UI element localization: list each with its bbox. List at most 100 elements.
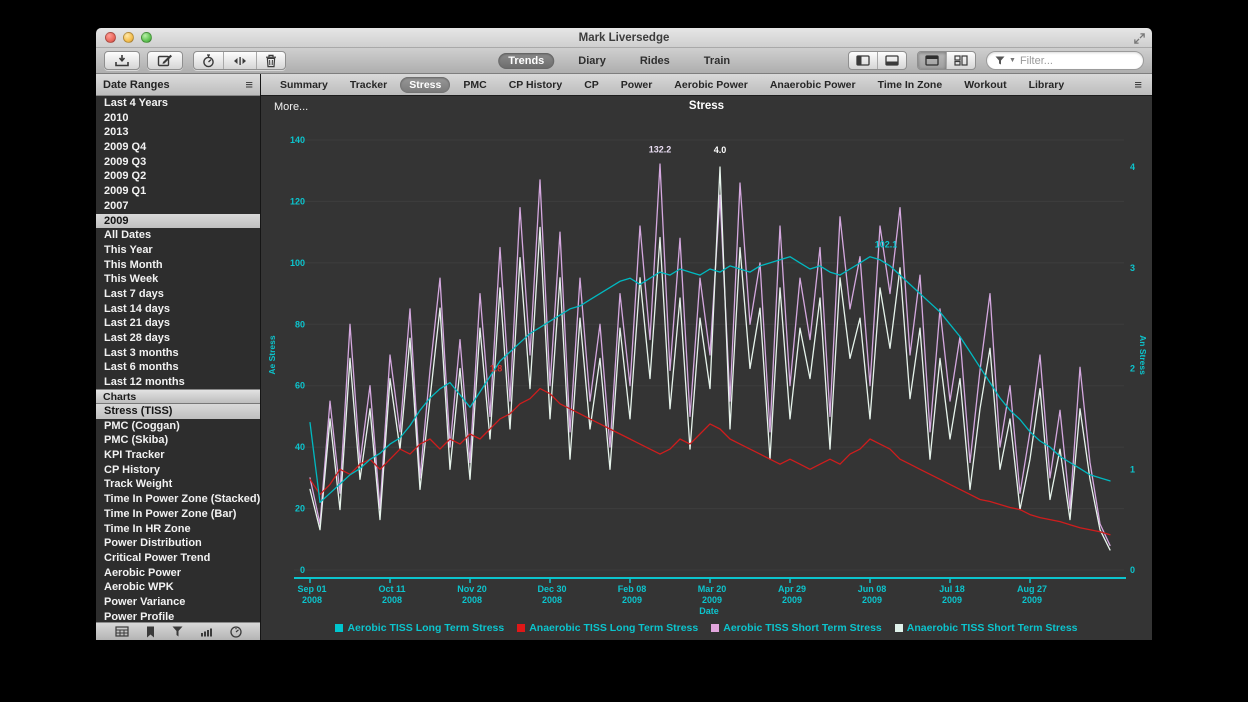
chart-item[interactable]: CP History (96, 463, 260, 478)
date-range-label: 2009 Q2 (104, 170, 147, 183)
date-range-item[interactable]: Last 6 months (96, 360, 260, 375)
view-nav-item[interactable]: Rides (630, 53, 680, 69)
svg-text:2009: 2009 (782, 595, 802, 605)
close-window-button[interactable] (105, 32, 116, 43)
chart-item[interactable]: Time In Power Zone (Bar) (96, 507, 260, 522)
zoom-window-button[interactable] (141, 32, 152, 43)
chart-item[interactable]: Power Profile (96, 610, 260, 622)
date-range-item[interactable]: 2009 Q3 (96, 155, 260, 170)
chart-tab[interactable]: Stress (400, 76, 451, 93)
date-range-item[interactable]: This Week (96, 272, 260, 287)
date-range-item[interactable]: 2009 Q2 (96, 169, 260, 184)
chart-item-label: PMC (Skiba) (104, 434, 169, 447)
date-range-item[interactable]: 2009 (96, 213, 260, 229)
svg-text:4.0: 4.0 (714, 145, 727, 155)
date-range-label: This Week (104, 273, 159, 286)
toggle-bottombar-button[interactable] (877, 52, 906, 69)
filter-icon[interactable] (172, 626, 183, 637)
chart-tab[interactable]: Aerobic Power (665, 77, 757, 93)
minimize-window-button[interactable] (123, 32, 134, 43)
download-activity-button[interactable] (104, 51, 140, 70)
chart-tab[interactable]: Summary (271, 77, 337, 93)
chart-item[interactable]: Time In Power Zone (Stacked) (96, 492, 260, 507)
chart-tab[interactable]: Tracker (341, 77, 396, 93)
filter-field[interactable]: ▼ Filter... (986, 51, 1144, 70)
gauge-icon[interactable] (229, 625, 242, 638)
date-range-item[interactable]: 2009 Q4 (96, 140, 260, 155)
tabbed-view-button[interactable] (918, 52, 946, 69)
chart-item[interactable]: PMC (Skiba) (96, 433, 260, 448)
tiled-view-button[interactable] (946, 52, 975, 69)
svg-text:3: 3 (1130, 263, 1135, 273)
date-range-item[interactable]: Last 12 months (96, 375, 260, 389)
chart-item[interactable]: KPI Tracker (96, 448, 260, 463)
chart-item[interactable]: Aerobic WPK (96, 580, 260, 595)
view-nav-item[interactable]: Diary (568, 53, 616, 69)
chart-item[interactable]: Power Distribution (96, 536, 260, 551)
view-nav-item[interactable]: Trends (498, 52, 555, 69)
date-range-item[interactable]: 2013 (96, 125, 260, 140)
date-ranges-menu-icon[interactable]: ≡ (245, 77, 253, 92)
svg-text:2009: 2009 (622, 595, 642, 605)
date-range-item[interactable]: This Year (96, 243, 260, 258)
chart-item[interactable]: Track Weight (96, 477, 260, 492)
legend-label: Aerobic TISS Short Term Stress (723, 622, 882, 634)
date-range-item[interactable]: 2007 (96, 199, 260, 214)
chart-bars-icon[interactable] (200, 626, 213, 637)
svg-text:1: 1 (1130, 464, 1135, 474)
chart-tab[interactable]: Time In Zone (869, 77, 952, 93)
svg-text:An Stress: An Stress (1138, 335, 1148, 375)
chart-item[interactable]: Critical Power Trend (96, 551, 260, 566)
date-range-label: All Dates (104, 229, 152, 242)
view-nav-label: Rides (639, 54, 670, 67)
svg-text:100: 100 (290, 258, 305, 268)
bookmark-icon[interactable] (146, 626, 155, 638)
fullscreen-icon[interactable] (1133, 32, 1146, 45)
chart-tab[interactable]: CP History (500, 77, 572, 93)
filter-dropdown-chevron[interactable]: ▼ (1009, 57, 1016, 64)
manual-activity-button[interactable] (147, 51, 183, 70)
chart-item[interactable]: PMC (Coggan) (96, 419, 260, 434)
date-range-item[interactable]: 2009 Q1 (96, 184, 260, 199)
chart-tab[interactable]: Library (1020, 77, 1074, 93)
date-range-item[interactable]: This Month (96, 258, 260, 273)
view-nav-item[interactable]: Train (694, 53, 740, 69)
view-nav-label: Trends (508, 54, 545, 67)
date-range-item[interactable]: Last 7 days (96, 287, 260, 302)
date-range-item[interactable]: Last 28 days (96, 331, 260, 346)
chart-item-label: Track Weight (104, 478, 173, 491)
date-range-item[interactable]: All Dates (96, 228, 260, 243)
date-range-item[interactable]: 2010 (96, 111, 260, 126)
view-nav-label: Diary (578, 54, 606, 67)
chart-item[interactable]: Power Variance (96, 595, 260, 610)
svg-text:2009: 2009 (862, 595, 882, 605)
date-range-label: Last 3 months (104, 346, 179, 359)
split-activity-stopwatch-button[interactable] (194, 52, 223, 69)
toggle-sidebar-button[interactable] (849, 52, 877, 69)
layout-mode-toggles (917, 51, 976, 70)
legend-swatch (894, 624, 903, 632)
legend-item: Anaerobic TISS Long Term Stress (517, 622, 698, 634)
chart-item[interactable]: Stress (TISS) (96, 404, 260, 419)
more-link[interactable]: More... (274, 101, 309, 113)
chart-tab-label: Power (620, 78, 653, 91)
date-range-item[interactable]: Last 3 months (96, 346, 260, 361)
chart-tab-label: PMC (463, 78, 487, 91)
svg-text:Dec 30: Dec 30 (537, 584, 566, 594)
chart-tab[interactable]: PMC (454, 77, 495, 93)
date-range-item[interactable]: Last 14 days (96, 302, 260, 317)
chart-item[interactable]: Aerobic Power (96, 566, 260, 581)
summary-table-icon[interactable] (114, 626, 129, 637)
chart-tab[interactable]: Workout (955, 77, 1015, 93)
chart-tab[interactable]: Anaerobic Power (761, 77, 865, 93)
chart-tab[interactable]: Power (612, 77, 662, 93)
svg-text:2009: 2009 (702, 595, 722, 605)
tabs-menu-icon[interactable]: ≡ (1134, 77, 1142, 92)
chart-tab[interactable]: CP (575, 77, 608, 93)
delete-activity-button[interactable] (256, 52, 285, 69)
chart-item[interactable]: Time In HR Zone (96, 522, 260, 537)
date-range-item[interactable]: Last 21 days (96, 316, 260, 331)
date-range-item[interactable]: Last 4 Years (96, 96, 260, 111)
svg-text:Aug 27: Aug 27 (1017, 584, 1047, 594)
split-activity-button[interactable] (223, 52, 256, 69)
